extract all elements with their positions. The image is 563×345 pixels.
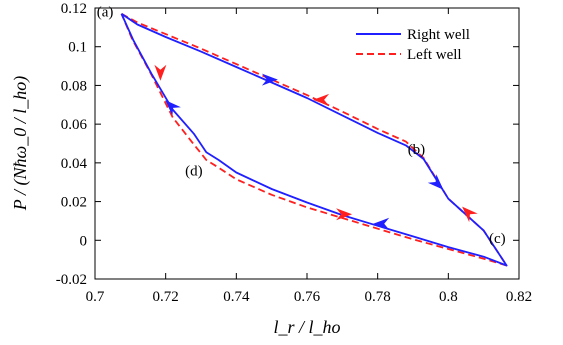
y-tick-label: 0.1 xyxy=(68,40,87,56)
annotation-a: (a) xyxy=(97,5,114,21)
y-tick-label: 0.04 xyxy=(61,156,88,172)
x-tick-label: 0.76 xyxy=(294,289,321,305)
legend-label-right-well: Right well xyxy=(407,27,470,43)
arrow-left-well-right xyxy=(336,208,353,221)
x-tick-label: 0.8 xyxy=(439,289,458,305)
y-tick-label: 0.06 xyxy=(61,117,88,133)
y-tick-label: -0.02 xyxy=(56,272,87,288)
arrow-left-well-down xyxy=(154,64,167,81)
annotation-layer: (a) (b) (c) (d) xyxy=(97,5,506,247)
annotation-c: (c) xyxy=(489,231,506,247)
x-tick-label: 0.78 xyxy=(365,289,391,305)
arrow-right-well-up-left xyxy=(165,100,181,116)
x-tick-labels: 0.7 0.72 0.74 0.76 0.78 0.8 0.82 xyxy=(86,289,533,305)
arrow-right-well-down-right xyxy=(427,174,444,190)
arrow-left-well-left xyxy=(313,93,330,106)
series-line-right-well xyxy=(120,13,508,267)
y-axis-label: P / (Nħω_0 / l_ho) xyxy=(10,76,31,211)
y-tick-label: 0.08 xyxy=(61,78,87,94)
annotation-b: (b) xyxy=(408,142,426,158)
x-tick-label: 0.72 xyxy=(153,289,179,305)
arrow-layer xyxy=(154,64,478,230)
y-tick-labels: -0.02 0 0.02 0.04 0.06 0.08 0.1 0.12 xyxy=(56,1,88,288)
series-layer xyxy=(120,13,508,267)
x-tick-label: 0.7 xyxy=(86,289,105,305)
annotation-d: (d) xyxy=(185,163,203,179)
x-tick-label: 0.82 xyxy=(506,289,532,305)
x-axis-label: l_r / l_ho xyxy=(273,317,340,337)
y-tick-label: 0.12 xyxy=(61,1,87,17)
series-line-left-well xyxy=(120,13,508,267)
tick-marks xyxy=(94,7,520,280)
arrow-right-well-left xyxy=(373,217,390,230)
y-tick-label: 0.02 xyxy=(61,195,87,211)
arrow-right-well-right xyxy=(261,73,278,86)
x-tick-label: 0.74 xyxy=(223,289,250,305)
arrow-left-well-up-left xyxy=(462,206,478,223)
legend-label-left-well: Left well xyxy=(407,47,462,63)
y-tick-label: 0 xyxy=(80,233,88,249)
legend: Right well Left well xyxy=(356,27,470,63)
